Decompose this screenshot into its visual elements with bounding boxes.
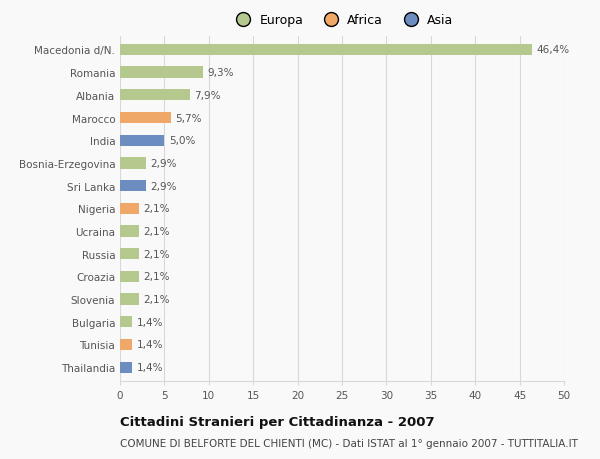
Text: 2,1%: 2,1% [143, 294, 170, 304]
Text: 2,9%: 2,9% [150, 181, 176, 191]
Text: 2,9%: 2,9% [150, 158, 176, 168]
Text: 1,4%: 1,4% [137, 317, 163, 327]
Bar [120, 362, 133, 373]
Bar [120, 45, 532, 56]
Text: 5,7%: 5,7% [175, 113, 202, 123]
Bar [120, 316, 133, 328]
Text: 1,4%: 1,4% [137, 363, 163, 372]
Bar [120, 203, 139, 214]
Legend: Europa, Africa, Asia: Europa, Africa, Asia [231, 14, 453, 27]
Bar [120, 90, 190, 101]
Bar [120, 67, 203, 78]
Bar [120, 339, 133, 350]
Text: Cittadini Stranieri per Cittadinanza - 2007: Cittadini Stranieri per Cittadinanza - 2… [120, 415, 434, 428]
Text: 2,1%: 2,1% [143, 272, 170, 282]
Bar [120, 271, 139, 282]
Bar [120, 248, 139, 260]
Text: COMUNE DI BELFORTE DEL CHIENTI (MC) - Dati ISTAT al 1° gennaio 2007 - TUTTITALIA: COMUNE DI BELFORTE DEL CHIENTI (MC) - Da… [120, 438, 578, 448]
Text: 5,0%: 5,0% [169, 136, 195, 146]
Bar [120, 294, 139, 305]
Text: 2,1%: 2,1% [143, 249, 170, 259]
Text: 9,3%: 9,3% [207, 68, 233, 78]
Bar [120, 180, 146, 192]
Bar [120, 158, 146, 169]
Text: 46,4%: 46,4% [536, 45, 569, 55]
Text: 2,1%: 2,1% [143, 226, 170, 236]
Text: 1,4%: 1,4% [137, 340, 163, 350]
Bar [120, 135, 164, 146]
Text: 7,9%: 7,9% [194, 90, 221, 101]
Bar [120, 112, 170, 124]
Text: 2,1%: 2,1% [143, 204, 170, 214]
Bar [120, 226, 139, 237]
